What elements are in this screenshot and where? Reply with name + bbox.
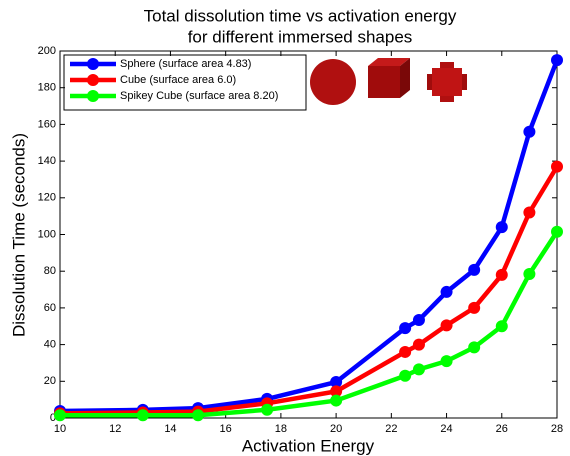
point bbox=[440, 355, 453, 368]
y-tick-label: 40 bbox=[44, 339, 56, 351]
chart-title: Total dissolution time vs activation ene… bbox=[144, 6, 457, 25]
y-tick-label: 0 bbox=[50, 412, 56, 424]
y-tick-label: 20 bbox=[44, 375, 56, 387]
y-axis-label: Dissolution Time (seconds) bbox=[9, 133, 28, 337]
point bbox=[412, 338, 425, 351]
sphere-icon bbox=[310, 59, 356, 105]
legend-box bbox=[63, 54, 307, 111]
x-axis-label: Activation Energy bbox=[242, 436, 375, 455]
point bbox=[495, 268, 508, 281]
x-tick-label: 18 bbox=[275, 423, 287, 435]
point bbox=[495, 221, 508, 234]
point bbox=[330, 394, 343, 407]
point bbox=[330, 385, 343, 398]
y-tick-label: 180 bbox=[38, 82, 56, 94]
point bbox=[495, 320, 508, 333]
point bbox=[468, 263, 481, 276]
point bbox=[330, 376, 343, 389]
spikey-icon bbox=[432, 68, 462, 96]
legend-label: Spikey Cube (surface area 8.20) bbox=[120, 90, 278, 102]
y-tick-label: 120 bbox=[38, 192, 56, 204]
point bbox=[551, 225, 563, 238]
legend-label: Sphere (surface area 4.83) bbox=[120, 58, 251, 70]
legend-marker bbox=[87, 58, 99, 70]
y-tick-label: 60 bbox=[44, 302, 56, 314]
legend-label: Cube (surface area 6.0) bbox=[120, 74, 236, 86]
point bbox=[136, 409, 149, 422]
point bbox=[468, 341, 481, 354]
point bbox=[399, 322, 412, 335]
cube-icon-side bbox=[400, 58, 410, 98]
point bbox=[551, 160, 563, 173]
series-line bbox=[59, 165, 559, 416]
point bbox=[192, 409, 205, 422]
y-tick-label: 80 bbox=[44, 265, 56, 277]
legend-marker bbox=[87, 74, 99, 86]
point bbox=[523, 267, 536, 280]
series-line bbox=[59, 59, 560, 414]
shape-icons bbox=[310, 58, 467, 105]
cube-icon-top bbox=[368, 58, 410, 66]
point bbox=[54, 409, 66, 422]
x-tick-label: 26 bbox=[496, 423, 508, 435]
cube-icon bbox=[368, 66, 400, 98]
chart-title: for different immersed shapes bbox=[188, 27, 413, 46]
point bbox=[399, 345, 412, 358]
x-tick-label: 20 bbox=[330, 423, 342, 435]
x-tick-label: 12 bbox=[109, 423, 121, 435]
point bbox=[468, 301, 481, 314]
point bbox=[523, 125, 536, 138]
point bbox=[261, 403, 274, 416]
point bbox=[440, 285, 453, 298]
point bbox=[412, 314, 425, 327]
point bbox=[523, 206, 536, 219]
legend-marker bbox=[87, 90, 99, 102]
y-tick-label: 160 bbox=[38, 118, 56, 130]
x-tick-label: 28 bbox=[551, 423, 563, 435]
x-tick-label: 24 bbox=[440, 423, 452, 435]
x-tick-label: 16 bbox=[220, 423, 232, 435]
point bbox=[399, 369, 412, 382]
point bbox=[440, 319, 453, 332]
y-tick-label: 200 bbox=[38, 45, 56, 57]
point bbox=[412, 363, 425, 376]
series-line bbox=[60, 230, 559, 418]
y-tick-label: 140 bbox=[38, 155, 56, 167]
point bbox=[551, 54, 563, 67]
x-tick-label: 10 bbox=[54, 423, 66, 435]
x-tick-label: 22 bbox=[385, 423, 397, 435]
x-tick-label: 14 bbox=[164, 423, 176, 435]
y-tick-label: 100 bbox=[38, 228, 56, 240]
